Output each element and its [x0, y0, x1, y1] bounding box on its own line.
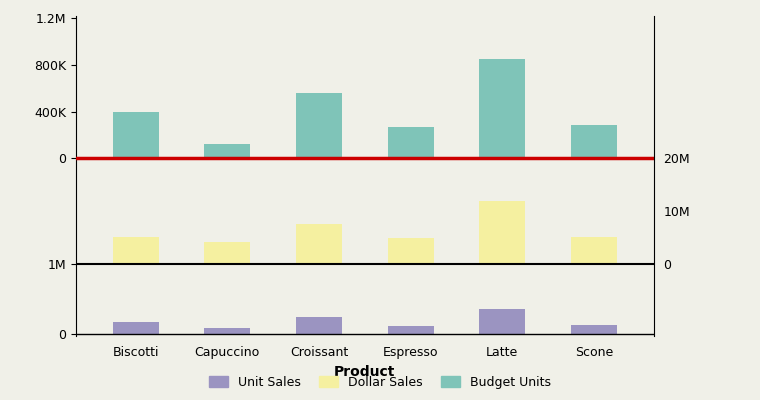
Bar — [571, 125, 617, 158]
Bar — [296, 224, 342, 264]
Bar — [480, 309, 525, 334]
Bar — [112, 322, 159, 334]
Bar — [480, 59, 525, 158]
Legend: Unit Sales, Dollar Sales, Budget Units: Unit Sales, Dollar Sales, Budget Units — [204, 371, 556, 394]
Bar — [112, 237, 159, 264]
Bar — [296, 317, 342, 334]
Bar — [571, 237, 617, 264]
Bar — [388, 127, 433, 158]
Bar — [388, 238, 433, 264]
X-axis label: Product: Product — [334, 365, 395, 379]
Bar — [204, 144, 250, 158]
Bar — [112, 112, 159, 158]
Bar — [204, 242, 250, 264]
Bar — [571, 324, 617, 334]
Bar — [296, 93, 342, 158]
Bar — [480, 200, 525, 264]
Bar — [388, 326, 433, 334]
Bar — [204, 328, 250, 334]
